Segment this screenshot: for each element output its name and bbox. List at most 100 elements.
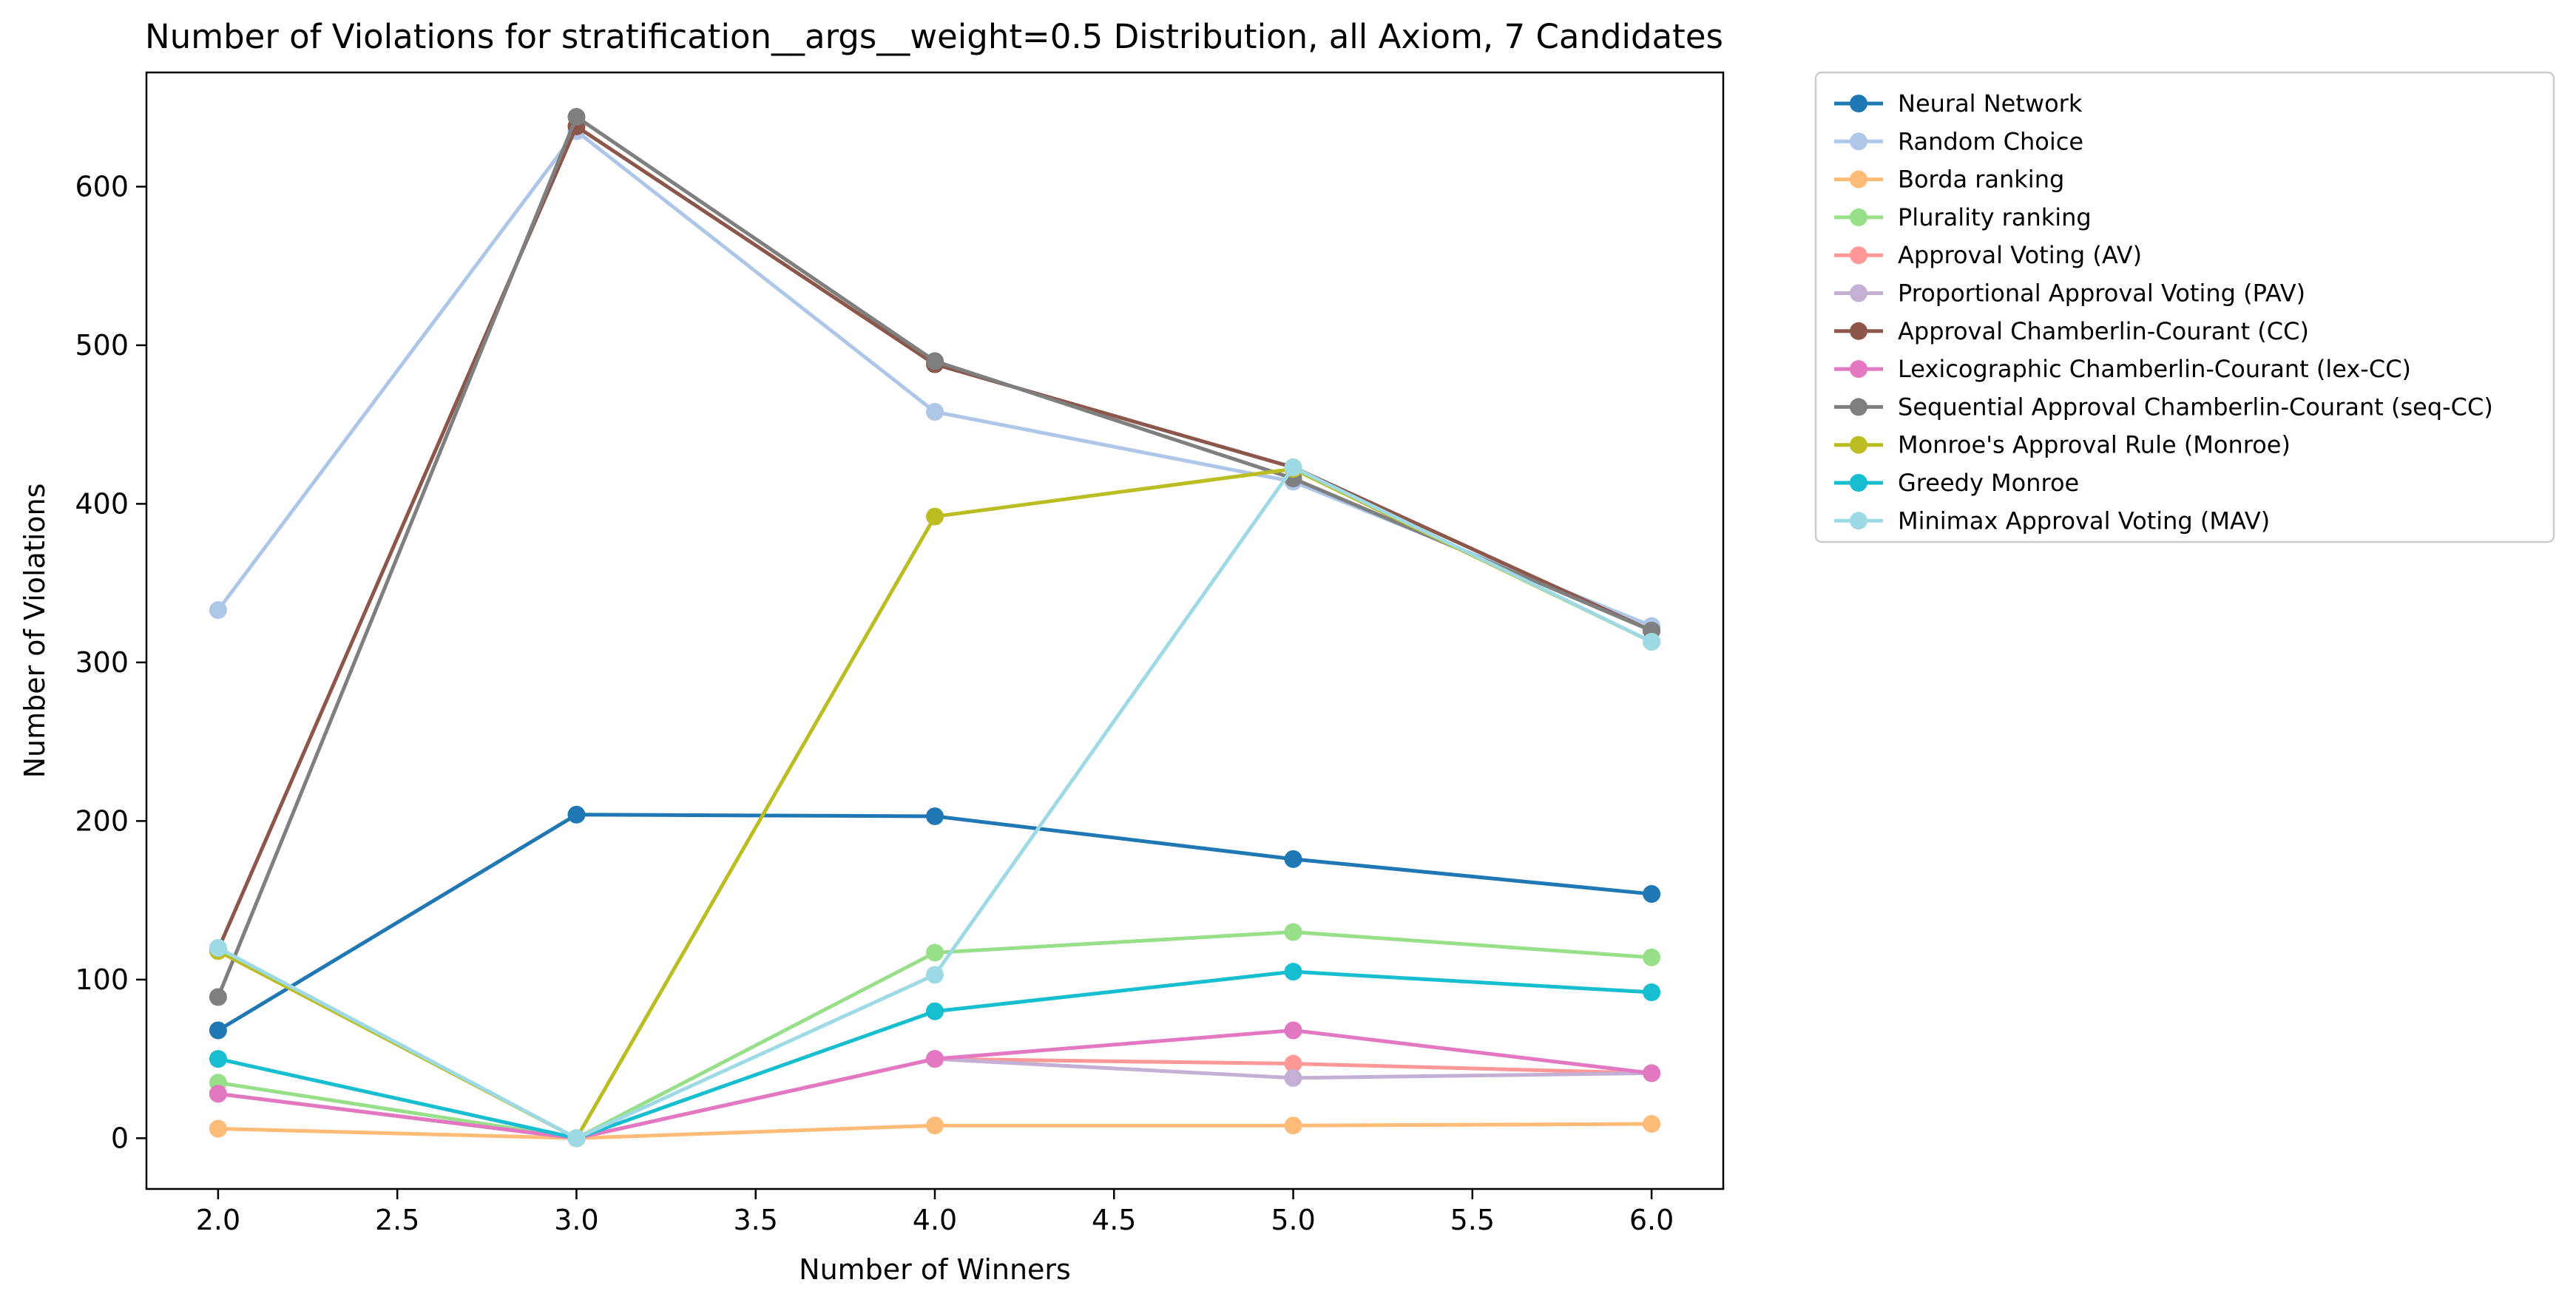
legend-label: Proportional Approval Voting (PAV) <box>1898 279 2305 308</box>
data-point <box>926 966 944 984</box>
legend-swatch-marker <box>1850 474 1867 492</box>
data-point <box>926 1050 944 1068</box>
legend: Neural Network Random Choice Borda ranking… <box>1814 71 2555 543</box>
y-axis-title: Number of Violations <box>18 484 51 779</box>
data-point <box>1284 458 1302 477</box>
legend-swatch-marker <box>1850 436 1867 454</box>
y-tick-label: 200 <box>75 804 129 837</box>
data-point <box>567 108 586 126</box>
legend-swatch-marker <box>1850 322 1867 340</box>
data-point <box>209 1119 227 1138</box>
legend-item: Proportional Approval Voting (PAV) <box>1834 279 2305 308</box>
legend-item: Borda ranking <box>1834 166 2064 194</box>
legend-item: Lexicographic Chamberlin-Courant (lex-CC… <box>1834 355 2411 383</box>
data-point <box>1643 948 1661 966</box>
series-line <box>216 115 1654 999</box>
legend-swatch-marker <box>1850 132 1867 151</box>
x-tick-label: 4.5 <box>1092 1204 1136 1236</box>
series-monroe-s-approval-rule-monroe <box>209 460 1661 1148</box>
x-tick-label: 5.5 <box>1450 1204 1495 1236</box>
legend-item: Sequential Approval Chamberlin-Courant (… <box>1834 393 2493 421</box>
data-point <box>926 507 944 526</box>
legend-swatch-marker <box>1850 512 1867 530</box>
data-point <box>926 403 944 421</box>
data-point <box>926 943 944 962</box>
legend-swatch-marker <box>1850 398 1867 416</box>
series-line <box>216 467 1654 1140</box>
legend-label: Sequential Approval Chamberlin-Courant (… <box>1898 393 2493 421</box>
series-line <box>216 129 1654 628</box>
data-point <box>1284 1068 1302 1087</box>
data-point <box>926 352 944 370</box>
legend-item: Random Choice <box>1834 127 2083 155</box>
data-point <box>209 1085 227 1103</box>
legend-label: Approval Voting (AV) <box>1898 241 2142 269</box>
plot-frame <box>145 71 1725 1190</box>
legend-swatch-marker <box>1850 246 1867 265</box>
plot-area <box>209 108 1661 1148</box>
legend-label: Plurality ranking <box>1898 203 2092 231</box>
data-point <box>1284 923 1302 941</box>
x-tick-label: 2.0 <box>196 1204 240 1236</box>
x-tick-label: 6.0 <box>1629 1204 1674 1236</box>
legend-swatch-marker <box>1850 208 1867 226</box>
x-tick-label: 3.5 <box>734 1204 778 1236</box>
series-sequential-approval-chamberlin-courant-seq-cc <box>209 108 1661 1006</box>
data-point <box>926 807 944 825</box>
x-tick-label: 2.5 <box>375 1204 419 1236</box>
legend-swatch-marker <box>1850 170 1867 189</box>
legend-item: Minimax Approval Voting (MAV) <box>1834 506 2270 535</box>
data-point <box>209 601 227 620</box>
legend-label: Monroe's Approval Rule (Monroe) <box>1898 431 2291 459</box>
legend-item: Greedy Monroe <box>1834 469 2079 497</box>
legend-item: Monroe's Approval Rule (Monroe) <box>1834 431 2291 459</box>
series-approval-chamberlin-courant-cc <box>209 117 1661 959</box>
legend-item: Plurality ranking <box>1834 203 2092 231</box>
series-plurality-ranking <box>209 923 1661 1148</box>
legend-item: Approval Chamberlin-Courant (CC) <box>1834 317 2309 345</box>
legend-swatch-marker <box>1850 95 1867 112</box>
y-axis: 0 100 200 300 400 500 600 <box>75 170 146 1154</box>
data-point <box>1284 1054 1302 1073</box>
data-point <box>567 1129 586 1148</box>
data-point <box>1284 1021 1302 1040</box>
x-tick-label: 3.0 <box>554 1204 598 1236</box>
x-tick-label: 4.0 <box>913 1204 957 1236</box>
legend-label: Greedy Monroe <box>1898 469 2079 497</box>
data-point <box>1643 633 1661 651</box>
data-point <box>1284 1116 1302 1135</box>
data-point <box>567 805 586 824</box>
data-point <box>1284 963 1302 981</box>
data-point <box>1643 1064 1661 1082</box>
data-point <box>1643 983 1661 1002</box>
x-axis-title: Number of Winners <box>799 1253 1071 1286</box>
y-tick-label: 300 <box>75 646 129 679</box>
y-tick-label: 600 <box>75 170 129 203</box>
series-line <box>216 465 1654 1140</box>
legend-label: Neural Network <box>1898 89 2083 118</box>
legend-label: Random Choice <box>1898 127 2083 155</box>
data-point <box>209 988 227 1006</box>
legend-item: Neural Network <box>1834 89 2083 118</box>
x-tick-label: 5.0 <box>1271 1204 1315 1236</box>
legend-label: Borda ranking <box>1898 166 2064 194</box>
legend-label: Minimax Approval Voting (MAV) <box>1898 506 2270 535</box>
y-tick-label: 500 <box>75 329 129 362</box>
legend-label: Approval Chamberlin-Courant (CC) <box>1898 317 2309 345</box>
data-point <box>209 1050 227 1068</box>
y-tick-label: 100 <box>75 963 129 996</box>
data-point <box>209 1021 227 1040</box>
data-point <box>1284 850 1302 868</box>
y-tick-label: 400 <box>75 487 129 520</box>
data-point <box>1643 1115 1661 1134</box>
data-point <box>926 1002 944 1020</box>
data-point <box>209 938 227 957</box>
series-neural-network <box>209 805 1661 1040</box>
series-minimax-approval-voting-mav <box>209 458 1661 1148</box>
legend-swatch-marker <box>1850 284 1867 302</box>
legend-frame <box>1814 71 2555 543</box>
data-point <box>1643 885 1661 904</box>
chart-title: Number of Violations for stratification_… <box>145 17 1723 56</box>
legend-item: Approval Voting (AV) <box>1834 241 2142 269</box>
